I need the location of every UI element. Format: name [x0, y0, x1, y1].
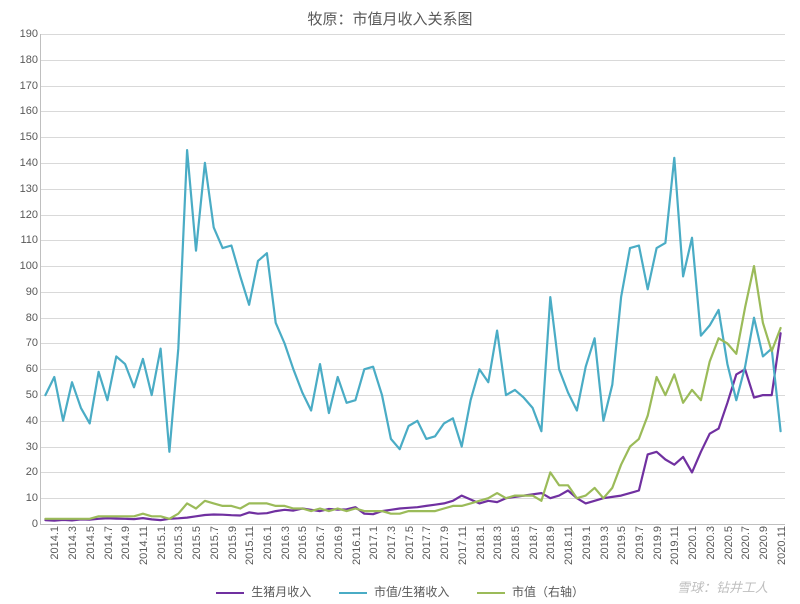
y-tick-label: 60: [6, 363, 38, 375]
y-tick-label: 170: [6, 80, 38, 92]
series-mcap-right-axis: [45, 266, 780, 519]
legend-item-0: 生猪月收入: [216, 583, 311, 600]
chart-container: 牧原：市值月收入关系图 0 10 20 30 40 50 60 70 80 90 100 110 120…: [0, 0, 800, 604]
series-pig-monthly-revenue: [45, 333, 780, 520]
legend-item-2: 市值（右轴）: [477, 583, 584, 600]
y-tick-label: 190: [6, 28, 38, 40]
legend-item-1: 市值/生猪收入: [339, 583, 450, 600]
y-tick-label: 40: [6, 415, 38, 427]
legend-swatch-0: [216, 592, 244, 594]
y-tick-label: 20: [6, 466, 38, 478]
y-tick-label: 30: [6, 441, 38, 453]
y-tick-label: 150: [6, 131, 38, 143]
legend-label-0: 生猪月收入: [251, 585, 311, 599]
y-tick-label: 160: [6, 105, 38, 117]
y-tick-label: 70: [6, 337, 38, 349]
y-tick-label: 180: [6, 54, 38, 66]
y-tick-label: 50: [6, 389, 38, 401]
y-tick-label: 110: [6, 234, 38, 246]
y-tick-label: 80: [6, 312, 38, 324]
y-tick-label: 90: [6, 286, 38, 298]
y-tick-label: 0: [6, 518, 38, 530]
series-mcap-over-pig-revenue: [45, 150, 780, 452]
legend-swatch-2: [477, 592, 505, 594]
y-tick-label: 10: [6, 492, 38, 504]
x-axis-ticks: 2014.12014.32014.52014.72014.92014.11201…: [40, 524, 784, 580]
y-tick-label: 100: [6, 260, 38, 272]
legend-label-2: 市值（右轴）: [512, 585, 584, 599]
y-tick-label: 120: [6, 209, 38, 221]
y-tick-label: 140: [6, 157, 38, 169]
chart-title: 牧原：市值月收入关系图: [0, 8, 780, 29]
y-tick-label: 130: [6, 183, 38, 195]
line-plot-svg: [41, 34, 785, 524]
legend-swatch-1: [339, 592, 367, 594]
plot-area: [40, 34, 785, 525]
legend-label-1: 市值/生猪收入: [374, 585, 449, 599]
legend: 生猪月收入 市值/生猪收入 市值（右轴）: [0, 583, 800, 600]
